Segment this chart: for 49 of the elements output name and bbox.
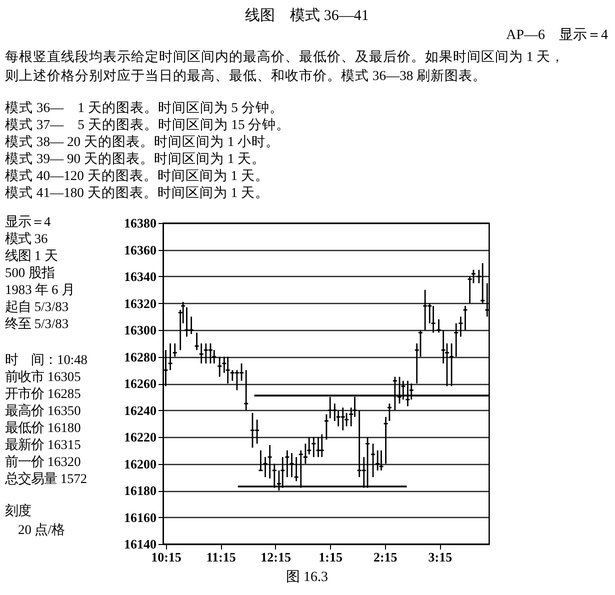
y-tick-label: 16140 xyxy=(124,536,156,552)
text: 最新价 16315 xyxy=(5,437,82,452)
x-tick-label: 1:15 xyxy=(318,550,344,564)
text: 前一价 16320 xyxy=(5,454,82,469)
text: 前收市 16305 xyxy=(5,369,82,384)
x-tick-label: 3:15 xyxy=(428,550,453,564)
text: 模式 36 xyxy=(5,231,48,246)
text: 最高价 16350 xyxy=(5,403,82,418)
y-tick-label: 16320 xyxy=(124,296,156,311)
candlestick xyxy=(230,369,236,382)
text: 模式 37— 5 天的图表。时间区间为 15 分钟。 xyxy=(5,117,290,132)
y-tick-label: 16340 xyxy=(124,269,156,284)
text: 起自 5/3/83 xyxy=(5,299,69,314)
text: AP—6 显示＝4 xyxy=(506,27,608,43)
text: 500 股指 xyxy=(5,265,54,280)
text: 最低价 16180 xyxy=(5,420,82,435)
text: 1983 年 6 月 xyxy=(5,282,75,297)
text: 每根竖直线段均表示给定时间区间内的最高价、最低价、及最后价。如果时间区间为 1 天， xyxy=(5,49,565,64)
y-tick-label: 16300 xyxy=(124,322,156,338)
text: 模式 38— 20 天的图表。时间区间为 1 小时。 xyxy=(5,134,280,149)
text: 显示＝4 xyxy=(5,214,51,229)
text: 时 间：10:48 xyxy=(5,352,88,367)
y-tick-label: 16240 xyxy=(124,402,156,418)
text: 20 点/格 xyxy=(18,522,64,537)
y-tick-label: 16280 xyxy=(124,349,156,364)
x-tick-label: 10:15 xyxy=(151,550,182,564)
text: 模式 36— 1 天的图表。时间区间为 5 分钟。 xyxy=(5,100,284,115)
text: 刻度 xyxy=(5,503,31,518)
y-tick-label: 16380 xyxy=(124,216,156,230)
text: 模式 41—180 天的图表。时间区间为 1 天。 xyxy=(5,185,269,200)
y-tick-label: 16180 xyxy=(124,483,156,498)
text: 总交易量 1572 xyxy=(4,471,88,486)
candlestick xyxy=(238,362,244,382)
y-tick-label: 16160 xyxy=(124,510,156,525)
x-tick-label: 2:15 xyxy=(373,550,398,564)
y-tick-label: 16260 xyxy=(124,376,156,391)
chart-title: 线图 模式 36—41 xyxy=(245,7,369,24)
y-tick-label: 16220 xyxy=(124,430,156,444)
x-tick-label: 12:15 xyxy=(260,550,292,564)
text: 则上述价格分别对应于当日的最高、最低、和收市价。模式 36—38 刷新图表。 xyxy=(5,68,487,83)
y-tick-label: 16360 xyxy=(124,242,156,258)
text: 模式 40—120 天的图表。时间区间为 1 天。 xyxy=(5,168,269,183)
x-tick-label: 11:15 xyxy=(206,550,236,564)
text: 终至 5/3/83 xyxy=(5,316,69,331)
text: 模式 39— 90 天的图表。时间区间为 1 天。 xyxy=(5,151,266,166)
caption: 图 16.3 xyxy=(286,570,328,585)
text: 开市价 16285 xyxy=(5,386,82,401)
y-tick-label: 16200 xyxy=(124,456,156,472)
text: 线图 1 天 xyxy=(5,248,58,263)
